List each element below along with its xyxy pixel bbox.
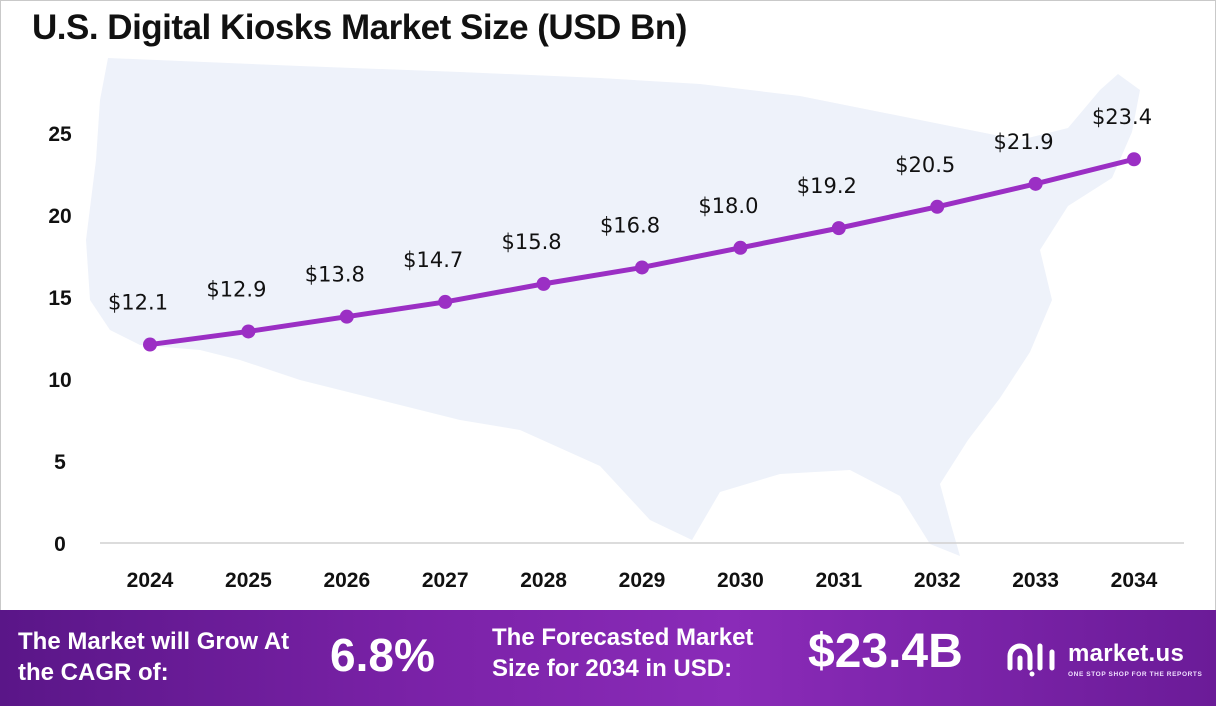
y-axis-ticks: 0 5 10 15 20 25 xyxy=(48,123,72,556)
y-tick-label: 0 xyxy=(54,533,66,556)
data-label: $12.1 xyxy=(108,291,168,315)
data-points xyxy=(143,152,1141,352)
cagr-label: The Market will Grow At the CAGR of: xyxy=(18,628,290,686)
data-label: $19.2 xyxy=(797,174,857,198)
y-tick-label: 10 xyxy=(48,369,71,392)
x-tick-label: 2028 xyxy=(520,569,567,592)
us-map-silhouette xyxy=(86,58,1140,556)
data-point xyxy=(438,294,453,309)
x-tick-label: 2033 xyxy=(1012,569,1059,592)
logo-tagline: ONE STOP SHOP FOR THE REPORTS xyxy=(1068,671,1203,678)
x-tick-label: 2029 xyxy=(619,569,666,592)
data-label: $21.9 xyxy=(994,130,1054,154)
data-label: $14.7 xyxy=(403,248,463,272)
data-point xyxy=(733,240,748,255)
cagr-value: 6.8% xyxy=(330,629,435,681)
data-label: $20.5 xyxy=(895,153,955,177)
x-tick-label: 2032 xyxy=(914,569,961,592)
data-point xyxy=(143,337,157,352)
x-tick-label: 2025 xyxy=(225,569,272,592)
data-label: $23.4 xyxy=(1092,105,1152,129)
forecast-label: The Forecasted Market Size for 2034 in U… xyxy=(492,624,754,682)
forecast-value: $23.4B xyxy=(808,625,963,678)
data-point xyxy=(339,309,354,324)
data-label: $16.8 xyxy=(600,213,660,237)
data-labels: $12.1 $12.9 $13.8 $14.7 $15.8 $16.8 $18.0 $19.2… xyxy=(108,105,1152,314)
data-point xyxy=(536,276,551,291)
x-tick-label: 2034 xyxy=(1111,569,1158,592)
data-point xyxy=(241,324,256,339)
x-tick-label: 2027 xyxy=(422,569,469,592)
market-us-logo-icon xyxy=(1007,643,1055,677)
chart-title: U.S. Digital Kiosks Market Size (USD Bn) xyxy=(32,8,687,47)
y-tick-label: 5 xyxy=(54,451,66,474)
data-label: $18.0 xyxy=(698,194,758,218)
data-label: $13.8 xyxy=(305,263,365,287)
data-point xyxy=(930,199,945,214)
x-tick-label: 2026 xyxy=(323,569,370,592)
data-point xyxy=(635,260,649,275)
data-label: $15.8 xyxy=(502,230,562,254)
x-tick-label: 2030 xyxy=(717,569,764,592)
logo-name: market.us xyxy=(1068,640,1185,667)
x-tick-label: 2031 xyxy=(815,569,862,592)
data-point xyxy=(831,221,846,236)
data-label: $12.9 xyxy=(206,277,266,301)
x-tick-label: 2024 xyxy=(127,569,174,592)
data-point xyxy=(1127,152,1141,167)
data-point xyxy=(1028,176,1043,191)
y-tick-label: 15 xyxy=(48,287,72,310)
market-us-logo: market.us ONE STOP SHOP FOR THE REPORTS xyxy=(1006,638,1206,688)
x-axis-ticks: 2024 2025 2026 2027 2028 2029 2030 2031 2032 2033… xyxy=(127,569,1158,592)
us-map-background xyxy=(86,58,1140,556)
summary-footer: The Market will Grow At the CAGR of: 6.8… xyxy=(0,610,1216,706)
y-tick-label: 20 xyxy=(48,205,71,228)
y-tick-label: 25 xyxy=(48,123,72,146)
